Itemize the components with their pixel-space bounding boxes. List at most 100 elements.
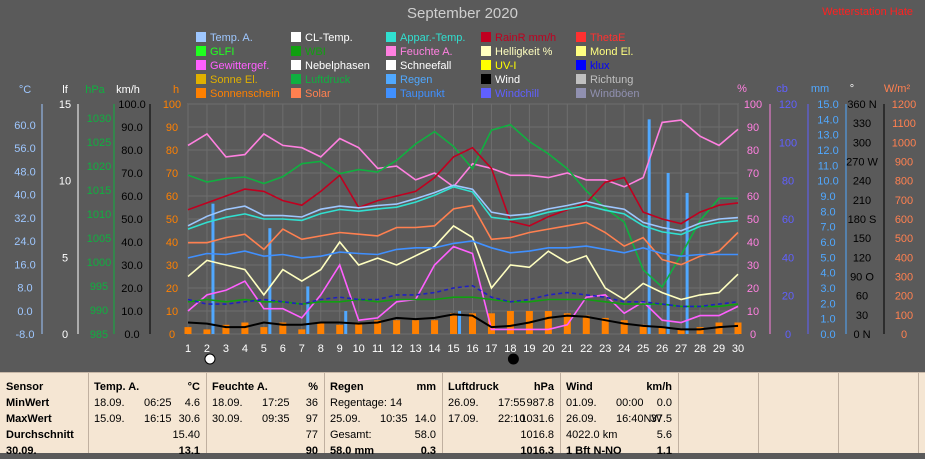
legend-label: Temp. A. [210,32,253,44]
tick-c: 48.0 [14,166,35,178]
cell-time: 16:15 [144,413,172,425]
cell-date: 26.09. [566,413,597,425]
sunshine-bar [487,313,495,334]
rain-bar [458,311,462,334]
tick-c: 32.0 [14,213,35,225]
cell-time: 09:35 [262,413,290,425]
tick-mm: 5.0 [820,252,835,264]
tick-mm: 15.0 [817,99,838,111]
tick-deg: 30 [856,310,868,322]
sunshine-bar [298,329,306,334]
axis-title-cb: cb [776,83,788,95]
x-tick-label: 12 [390,343,402,355]
legend-label: Mond El. [590,46,634,58]
table-row: Durchschnitt [6,427,82,443]
tick-mm: 10.0 [817,176,838,188]
cell-value: 1.1 [656,445,672,457]
moon-full-icon [507,353,519,365]
tick-hpa: 1025 [87,137,111,149]
legend-item: Windböen [576,87,640,101]
tick-h: 10 [166,306,178,318]
tick-kmh: 20.0 [121,283,142,295]
cell-date: Regentage: 14 [330,397,403,409]
tick-kmh: 100.0 [118,99,146,111]
legend-swatch [481,46,491,56]
sunshine-bar [734,322,742,334]
x-tick-label: 9 [337,343,343,355]
sunshine-bar [544,311,552,334]
sunshine-bar [468,313,476,334]
sunshine-bar [317,322,325,334]
table-row: 15.40 [94,427,200,443]
tick-mm: 0.0 [820,329,835,341]
tick-pct: 30 [747,260,759,272]
legend-swatch [196,60,206,70]
tick-mm: 2.0 [820,298,835,310]
sunshine-bar [279,322,287,334]
tick-wm2: 400 [895,252,913,264]
x-tick-label: 18 [504,343,516,355]
legend-label: Feuchte A. [400,46,453,58]
table-column: Feuchte A.% 18.09. 17:25 36 30.09. 09:35 97 77 9… [206,373,325,457]
series-line-luftdruck [187,123,738,289]
legend-item: Wind [481,73,520,87]
tick-cb: 80 [782,176,794,188]
header-label: Temp. A. [94,381,140,393]
legend-label: WBI [305,46,326,58]
legend-item: Regen [386,73,432,87]
tick-deg: 0 N [853,329,870,341]
header-label: Feuchte A. [212,381,268,393]
legend-item: Mond El. [576,45,633,59]
legend-item: CL-Temp. [291,31,353,45]
cell-time: 17:25 [262,397,290,409]
table-row: MaxWert [6,411,82,427]
stats-table: Sensor MinWert MaxWert Durchschnitt 30.09. Te… [0,372,925,457]
x-tick-label: 15 [447,343,459,355]
legend-item: ThetaE [576,31,625,45]
empty-table-column [678,373,759,453]
tick-deg: 210 [853,195,871,207]
tick-mm: 3.0 [820,283,835,295]
legend-label: Appar.-Temp. [400,32,466,44]
table-header: Feuchte A.% [212,379,318,395]
x-tick-label: 7 [299,343,305,355]
x-tick-label: 10 [353,343,365,355]
legend-label: Richtung [590,74,634,86]
header-unit: km/h [646,381,672,393]
legend-swatch [196,32,206,42]
legend-swatch [576,74,586,84]
header-unit: °C [187,381,200,393]
legend-item: Richtung [576,73,633,87]
cell-value: 1016.3 [520,445,554,457]
legend-label: Sonne El. [210,74,258,86]
tick-h: 90 [166,122,178,134]
tick-deg: 150 [853,233,871,245]
cell-date: Gesamt: [330,429,372,441]
tick-c: 8.0 [17,283,32,295]
legend-swatch [576,88,586,98]
tick-kmh: 80.0 [121,145,142,157]
tick-deg: 270 W [846,157,878,169]
cell-date: 18.09. [94,397,125,409]
sunshine-bar [601,317,609,334]
sunshine-bar [582,315,590,334]
cell-date: 18.09. [212,397,243,409]
legend-item: UV-I [481,59,516,73]
tick-lf: 15 [59,99,71,111]
tick-hpa: 1030 [87,113,111,125]
legend-swatch [481,88,491,98]
tick-c: 56.0 [14,143,35,155]
tick-c: 40.0 [14,190,35,202]
tick-h: 40 [166,237,178,249]
tick-kmh: 10.0 [121,306,142,318]
tick-h: 80 [166,145,178,157]
axis-title-h: h [173,84,179,96]
tick-lf: 10 [59,176,71,188]
tick-deg: 60 [856,291,868,303]
tick-kmh: 30.0 [121,260,142,272]
axis-title-lf: lf [62,84,68,96]
x-tick-label: 30 [732,343,744,355]
x-tick-label: 17 [485,343,497,355]
rain-bar [666,173,670,334]
x-tick-label: 2 [204,343,210,355]
